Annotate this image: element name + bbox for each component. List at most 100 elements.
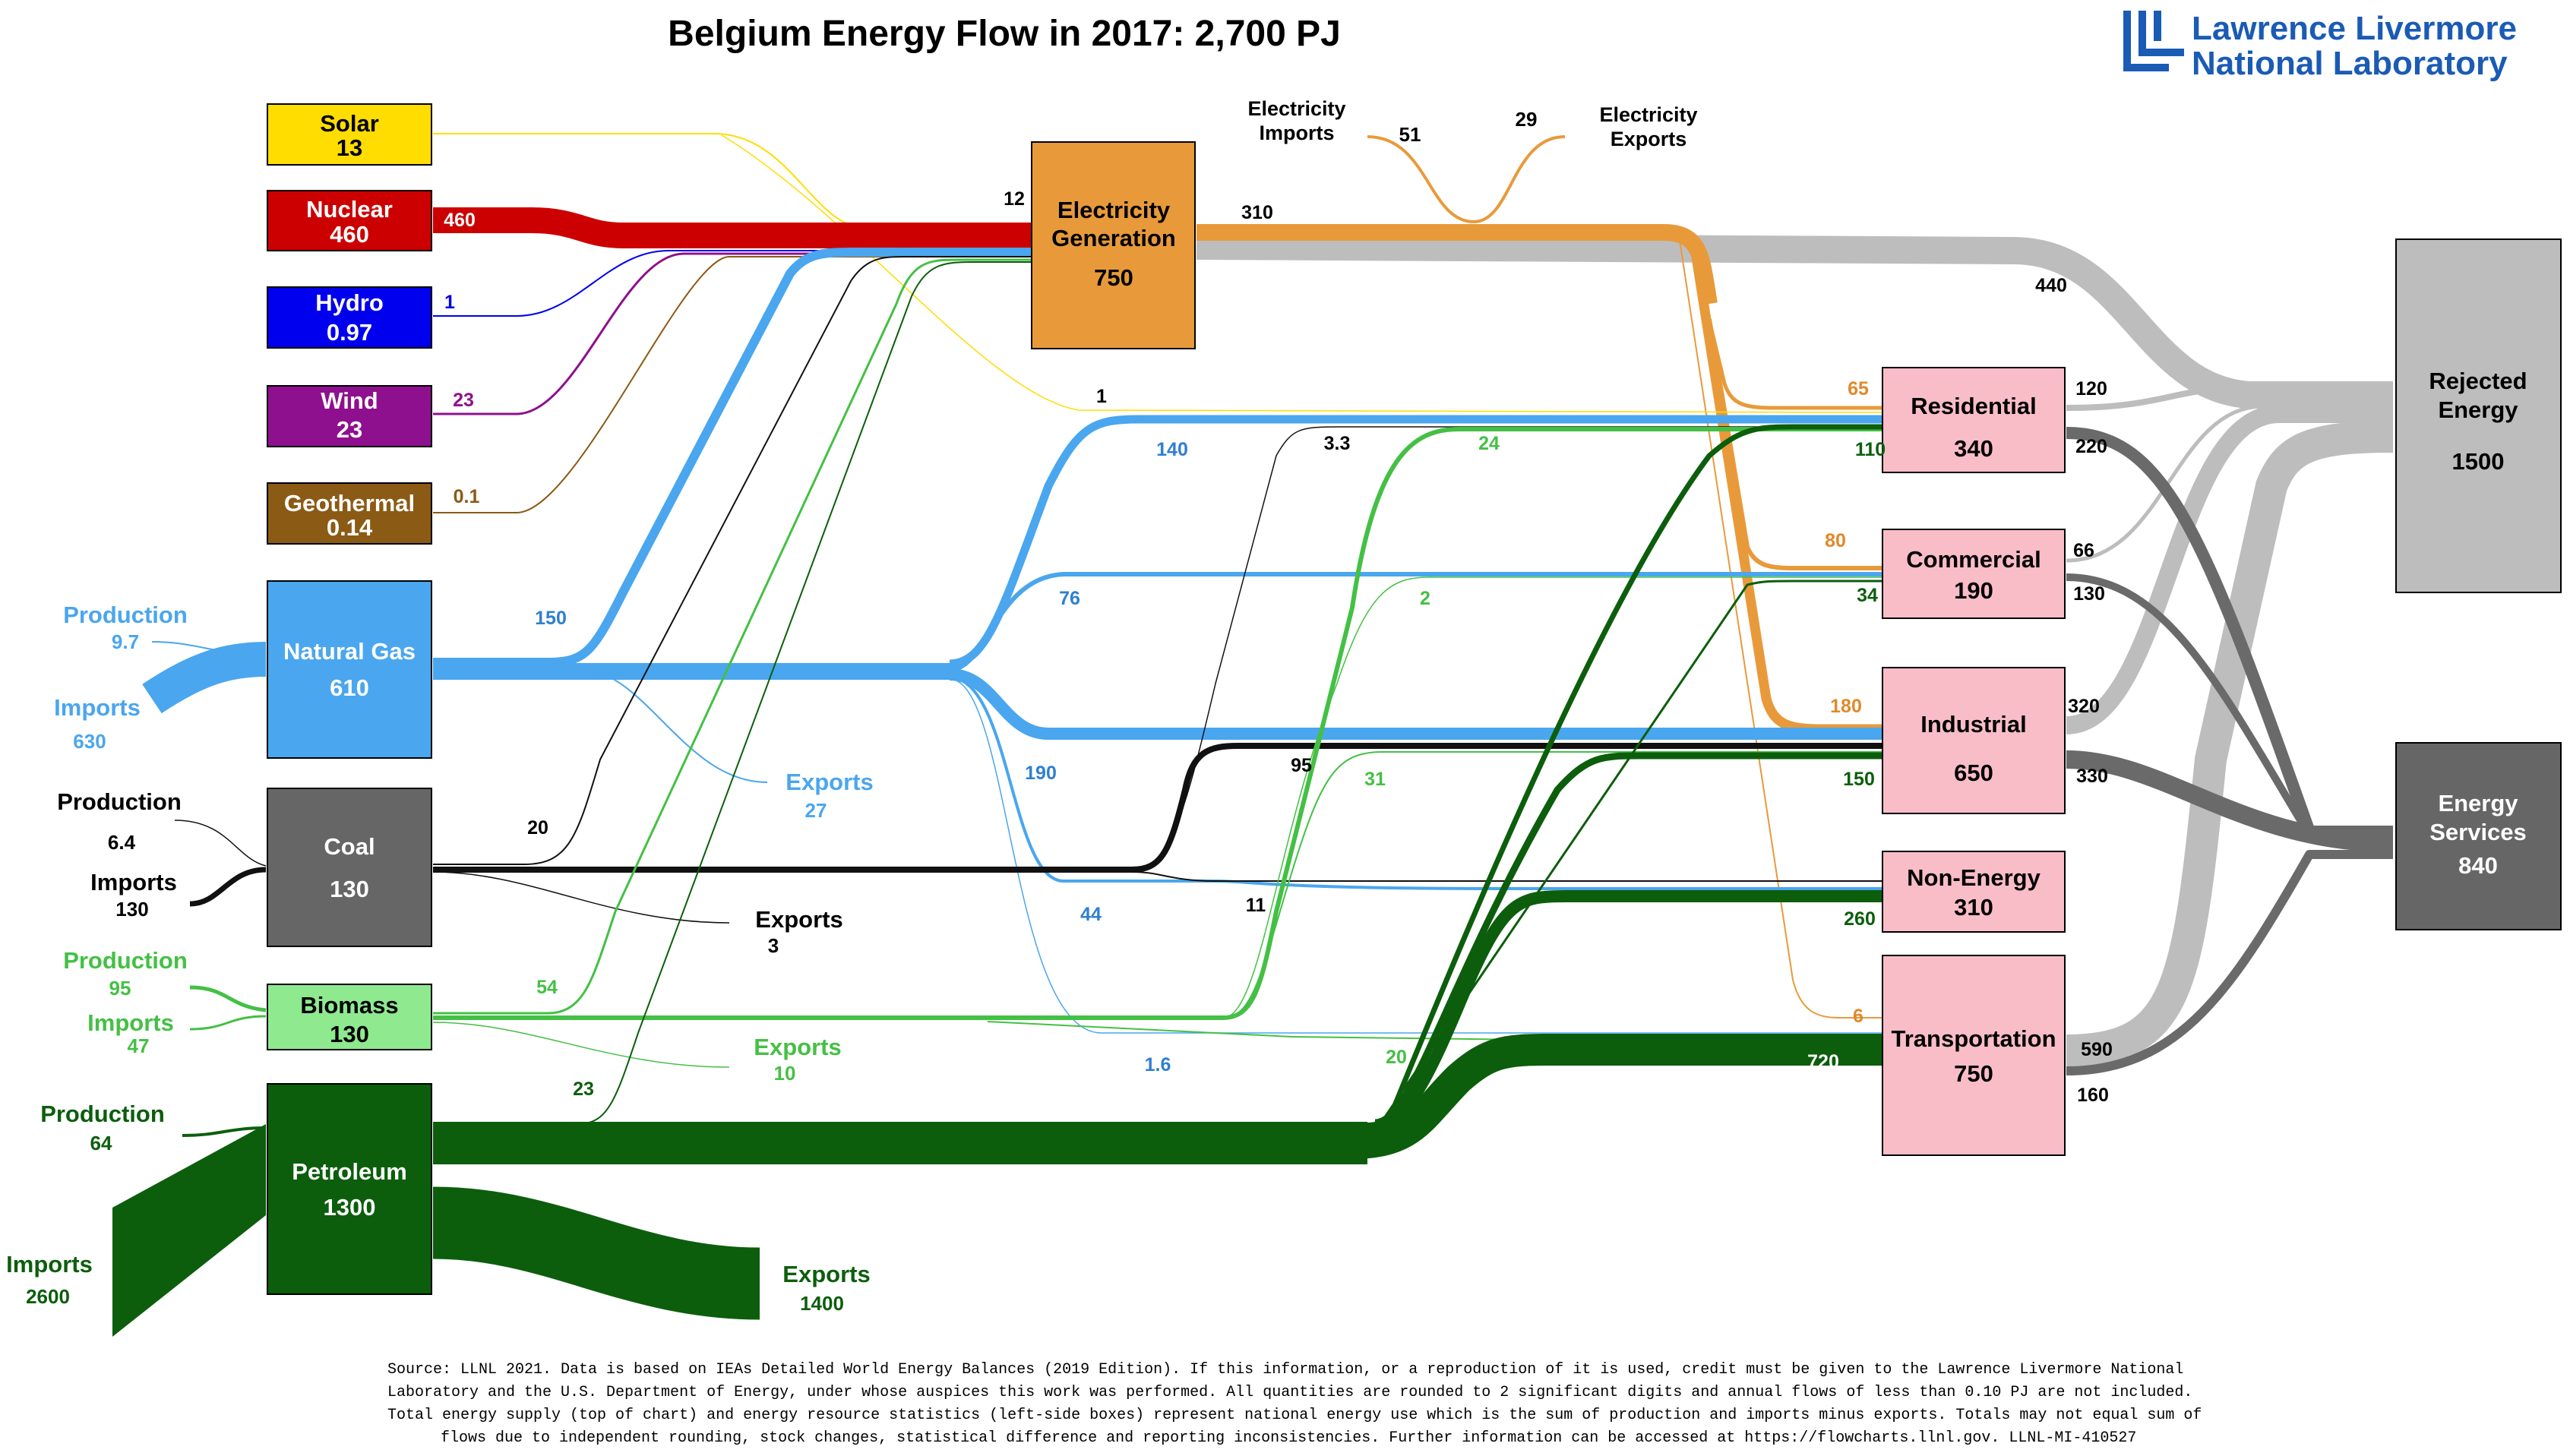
- node-wind: [267, 385, 432, 447]
- coal-label: Coal: [324, 833, 375, 860]
- bio-exports-label: Exports: [754, 1034, 841, 1060]
- node-electricity: [1031, 141, 1196, 349]
- flow-elec-rejected: [1196, 232, 2393, 409]
- lbl-coal-res: 3.3: [1324, 433, 1351, 454]
- node-residential: [1882, 367, 2066, 473]
- bio-imports-label: Imports: [87, 1009, 174, 1036]
- biomass-label: Biomass: [300, 992, 398, 1019]
- elec-exports-value: 29: [1516, 108, 1538, 131]
- flow-pet-trans: [1351, 1034, 1884, 1159]
- electricity-value: 750: [1094, 264, 1133, 291]
- lbl-pet-elec: 23: [573, 1079, 594, 1100]
- node-labels: Solar 13 Nuclear 460 Hydro 0.97 Wind 23 …: [283, 110, 2527, 1221]
- coal-imports-value: 130: [115, 898, 148, 921]
- rejected-label2: Energy: [2438, 396, 2518, 423]
- chart-title: Belgium Energy Flow in 2017: 2,700 PJ: [668, 14, 1341, 54]
- flow-elec-com: [1707, 318, 1884, 570]
- rejected-value: 1500: [2452, 448, 2505, 475]
- lbl-solar-elec: 12: [1004, 188, 1025, 210]
- electricity-label1: Electricity: [1057, 197, 1171, 223]
- solar-value: 13: [337, 134, 362, 161]
- sector-nodes: [1882, 367, 2066, 1156]
- lbl-trans-serv: 160: [2077, 1085, 2109, 1106]
- footnote: Source: LLNL 2021. Data is based on IEAs…: [387, 1361, 2202, 1447]
- node-geothermal: [267, 482, 432, 545]
- lbl-nuclear-elec: 460: [444, 210, 476, 231]
- commercial-value: 190: [1954, 577, 1993, 604]
- solar-label: Solar: [320, 110, 379, 137]
- biomass-value: 130: [330, 1021, 369, 1047]
- flow-coal-elec: [433, 256, 1033, 865]
- non-energy-label: Non-Energy: [1907, 864, 2041, 891]
- source-nodes: [267, 103, 432, 1295]
- node-industrial: [1882, 667, 2066, 814]
- lbl-gas-com: 76: [1059, 588, 1080, 609]
- flow-value-labels: 460 1 23 0.1 12 1 310 440 150 140 76 190…: [444, 188, 2113, 1106]
- flow-trans-rejected: [2066, 421, 2394, 1066]
- coal-exports-value: 3: [768, 934, 779, 957]
- flow-gas-ind: [949, 668, 1884, 740]
- bio-imports-value: 47: [128, 1034, 150, 1057]
- flow-coal-prod: [174, 820, 267, 867]
- flow-gas-elec: [433, 248, 1033, 667]
- node-nuclear: [267, 190, 432, 251]
- node-biomass: [267, 984, 432, 1050]
- lbl-bio-elec: 54: [536, 977, 558, 998]
- flow-gas-in: [142, 642, 267, 714]
- lbl-pet-res: 110: [1855, 439, 1886, 460]
- lbl-gas-ind: 190: [1025, 763, 1057, 784]
- flow-coal-res: [1131, 426, 1884, 870]
- footnote-line-3: Total energy supply (top of chart) and e…: [387, 1407, 2202, 1424]
- transportation-label: Transportation: [1891, 1025, 2056, 1052]
- flow-gas-trans: [949, 676, 1884, 890]
- node-non-energy: [1882, 851, 2066, 933]
- wind-label: Wind: [321, 387, 378, 414]
- node-solar: [267, 103, 432, 166]
- lbl-com-rej: 66: [2073, 540, 2094, 561]
- coal-production-label: Production: [57, 788, 182, 815]
- flow-pet-res: [1387, 424, 1884, 1118]
- lbl-gas-elec: 150: [535, 608, 567, 629]
- flow-nuclear-elec: [433, 207, 1033, 248]
- flow-pet-prod: [182, 1126, 267, 1137]
- coal-value: 130: [330, 876, 369, 902]
- nuclear-label: Nuclear: [306, 196, 393, 223]
- flow-gas-com: [949, 572, 1884, 672]
- flow-bio-elec: [433, 258, 1033, 1015]
- node-commercial: [1882, 529, 2066, 619]
- flow-pet-elec: [433, 261, 1033, 1125]
- services-label2: Services: [2429, 819, 2527, 845]
- lbl-pet-ne: 260: [1844, 908, 1876, 930]
- petroleum-value: 1300: [324, 1194, 376, 1221]
- gas-exports-label: Exports: [786, 769, 873, 795]
- pet-production-label: Production: [40, 1101, 165, 1127]
- pet-exports-label: Exports: [782, 1261, 870, 1287]
- gas-production-label: Production: [63, 602, 188, 628]
- flow-coal-main: [433, 743, 1884, 873]
- nuclear-value: 460: [330, 221, 369, 248]
- logo-line2: National Laboratory: [2192, 45, 2508, 82]
- bio-production-value: 95: [109, 977, 131, 1000]
- logo-line1: Lawrence Livermore: [2192, 10, 2517, 47]
- lbl-elec-com: 80: [1825, 530, 1846, 551]
- rejected-label1: Rejected: [2429, 368, 2527, 394]
- elec-imports-value: 51: [1399, 123, 1421, 146]
- flow-coal-ne: [1131, 871, 1884, 882]
- flows: [112, 133, 2394, 1337]
- flow-trans-services: [2066, 850, 2393, 1075]
- flow-coal-in: [189, 867, 267, 907]
- flow-bio-ind: [1222, 751, 1884, 1019]
- lbl-gas-res: 140: [1156, 439, 1188, 460]
- lbl-hydro-elec: 1: [444, 292, 455, 313]
- lbl-res-rej: 120: [2075, 378, 2107, 400]
- elec-imports-label2: Imports: [1259, 122, 1334, 144]
- pet-exports-value: 1400: [800, 1292, 844, 1315]
- flow-gas-prod: [151, 641, 267, 655]
- flow-elec-trans: [1678, 235, 1884, 1019]
- flow-elec-res: [1699, 288, 1884, 410]
- lbl-elec-rejected: 440: [2035, 275, 2067, 296]
- geothermal-label: Geothermal: [284, 490, 415, 516]
- lbl-elec-ind: 180: [1830, 696, 1862, 717]
